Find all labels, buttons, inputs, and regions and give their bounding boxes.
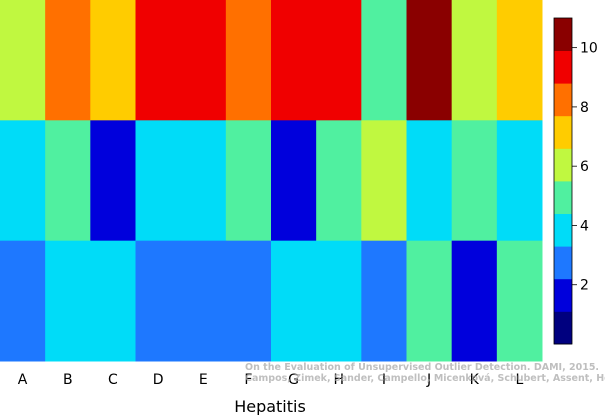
heatmap-cell	[271, 0, 317, 121]
x-tick-labels: A B C D E F G H I J K L	[18, 372, 524, 388]
x-tick-label: A	[18, 372, 28, 388]
colorbar-tick-label: 10	[580, 41, 598, 57]
heatmap-cell	[496, 0, 543, 121]
heatmap-cell	[451, 0, 498, 121]
heatmap-cell	[361, 120, 407, 242]
colorbar-swatch	[554, 213, 572, 247]
heatmap-cell	[316, 240, 362, 362]
x-tick-label: L	[516, 372, 524, 388]
x-tick-label: K	[470, 372, 480, 388]
heatmap-cell	[135, 120, 182, 242]
heatmap-cell	[451, 240, 498, 362]
x-tick-label: I	[382, 372, 386, 388]
x-tick-label: B	[63, 372, 73, 388]
heatmap-cell	[451, 120, 498, 242]
heatmap-cell	[135, 0, 182, 121]
heatmap-cell	[316, 0, 362, 121]
heatmap-cell	[406, 0, 453, 121]
heatmap-cell	[180, 240, 227, 362]
x-tick-label: G	[288, 372, 299, 388]
colorbar-swatch	[554, 50, 572, 84]
heatmap-cell	[45, 240, 91, 362]
colorbar-swatch	[554, 278, 572, 312]
colorbar-swatch	[554, 115, 572, 149]
heatmap-cell	[406, 240, 453, 362]
colorbar-swatch	[554, 246, 572, 280]
heatmap-cell	[316, 120, 362, 242]
heatmap-cell	[271, 240, 317, 362]
colorbar-swatch	[554, 148, 572, 182]
colorbar-tick-label: 8	[580, 100, 589, 116]
heatmap-cells	[0, 0, 543, 362]
heatmap-cell	[406, 120, 453, 242]
heatmap-cell	[45, 120, 91, 242]
heatmap-cell	[361, 0, 407, 121]
heatmap-cell	[496, 240, 543, 362]
colorbar-swatch	[554, 311, 572, 345]
colorbar-tick-label: 6	[580, 159, 589, 175]
colorbar: 2 4 6 8 10	[553, 17, 598, 345]
heatmap-cell	[0, 120, 46, 242]
heatmap-cell	[496, 120, 543, 242]
heatmap-cell	[225, 120, 272, 242]
colorbar-swatch	[554, 18, 572, 51]
heatmap-cell	[90, 120, 136, 242]
heatmap-cell	[361, 240, 407, 362]
x-tick-label: J	[426, 372, 431, 388]
x-axis-title: Hepatitis	[234, 397, 306, 415]
heatmap-cell	[135, 240, 182, 362]
heatmap-cell	[225, 0, 272, 121]
colorbar-tick-label: 2	[580, 278, 589, 294]
x-tick-label: E	[199, 372, 208, 388]
colorbar-tick-label: 4	[580, 218, 589, 234]
heatmap-cell	[271, 120, 317, 242]
heatmap-cell	[0, 0, 46, 121]
colorbar-border	[553, 17, 573, 345]
x-tick-label: F	[244, 372, 252, 388]
heatmap-cell	[180, 0, 227, 121]
colorbar-swatch	[554, 83, 572, 117]
colorbar-swatch	[554, 181, 572, 214]
heatmap-cell	[90, 0, 136, 121]
heatmap-cell	[45, 0, 91, 121]
heatmap-cell	[90, 240, 136, 362]
heatmap-cell	[225, 240, 272, 362]
x-tick-label: C	[108, 372, 118, 388]
x-tick-label: D	[153, 372, 164, 388]
heatmap-cell	[0, 240, 46, 362]
x-tick-label: H	[333, 372, 344, 388]
heatmap-cell	[180, 120, 227, 242]
